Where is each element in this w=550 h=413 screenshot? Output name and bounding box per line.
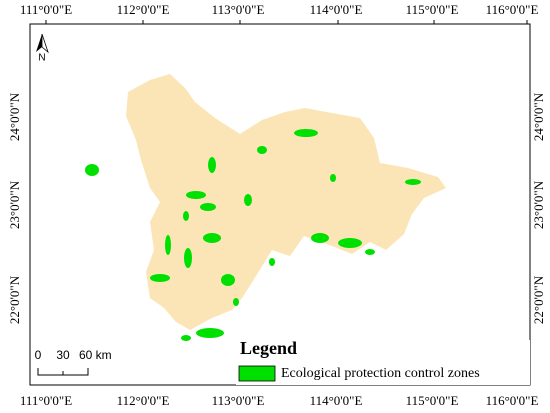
longitude-label: 113°0'0"E xyxy=(212,393,265,408)
protection-zones xyxy=(85,129,421,341)
scale-bar: 0 30 60 km xyxy=(35,348,112,376)
north-label: N xyxy=(38,53,45,64)
longitude-label: 114°0'0"E xyxy=(310,393,363,408)
longitude-label: 115°0'0"E xyxy=(406,393,459,408)
legend-box xyxy=(236,340,530,385)
study-area xyxy=(126,74,446,330)
scale-label: 60 km xyxy=(79,348,112,362)
top-longitude-labels: 111°0'0"E 112°0'0"E 113°0'0"E 114°0'0"E … xyxy=(20,2,539,17)
latitude-label: 22°0'0"N xyxy=(7,275,22,324)
scale-label: 30 xyxy=(56,348,70,362)
longitude-label: 116°0'0"E xyxy=(486,393,539,408)
latitude-label: 24°0'0"N xyxy=(531,92,546,141)
legend-swatch xyxy=(238,365,276,382)
scale-label: 0 xyxy=(35,348,42,362)
longitude-label: 113°0'0"E xyxy=(212,2,265,17)
latitude-label: 22°0'0"N xyxy=(531,275,546,324)
bottom-longitude-labels: 111°0'0"E 112°0'0"E 113°0'0"E 114°0'0"E … xyxy=(20,393,539,408)
longitude-label: 116°0'0"E xyxy=(486,2,539,17)
latitude-label: 23°0'0"N xyxy=(7,180,22,229)
legend: Legend Ecological protection control zon… xyxy=(236,338,530,385)
latitude-label: 23°0'0"N xyxy=(531,180,546,229)
left-latitude-labels: 24°0'0"N 23°0'0"N 22°0'0"N xyxy=(7,92,22,324)
longitude-label: 111°0'0"E xyxy=(20,393,72,408)
legend-entry: Ecological protection control zones xyxy=(281,366,480,381)
longitude-label: 114°0'0"E xyxy=(310,2,363,17)
longitude-label: 115°0'0"E xyxy=(406,2,459,17)
north-arrow: N xyxy=(36,33,49,64)
latitude-label: 24°0'0"N xyxy=(7,92,22,141)
right-latitude-labels: 24°0'0"N 23°0'0"N 22°0'0"N xyxy=(531,92,546,324)
longitude-label: 111°0'0"E xyxy=(20,2,72,17)
legend-title: Legend xyxy=(240,338,297,358)
frame-ticks xyxy=(45,20,528,24)
longitude-label: 112°0'0"E xyxy=(117,2,170,17)
longitude-label: 112°0'0"E xyxy=(117,393,170,408)
